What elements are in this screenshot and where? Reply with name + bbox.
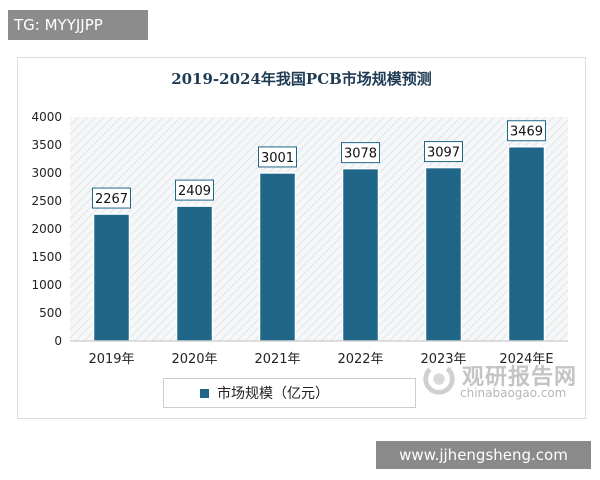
- data-label-box: [175, 179, 214, 201]
- data-label-box: [92, 187, 131, 209]
- watermark-swirl-icon: [423, 363, 455, 395]
- data-label: 3469: [510, 125, 543, 140]
- data-label-box: [258, 146, 297, 168]
- data-label-box: [341, 142, 380, 164]
- chart-legend: 市场规模（亿元）: [163, 378, 416, 408]
- y-tick-label: 0: [54, 334, 62, 348]
- y-tick-label: 3000: [31, 166, 62, 180]
- bar: [258, 172, 297, 342]
- plot-area-background: [70, 117, 568, 341]
- bars: 2267 2409 3001 3078 3097 3469: [92, 120, 546, 342]
- bar: [175, 205, 214, 342]
- x-tick-label: 2024年E: [499, 352, 553, 367]
- y-tick-label: 3500: [31, 138, 62, 152]
- bar: [424, 166, 463, 342]
- bar: [92, 213, 131, 342]
- data-label: 3078: [344, 147, 377, 162]
- y-axis: 0 500 1000 1500 2000 2500 3000 3500 4000: [31, 110, 62, 348]
- data-label-box: [424, 141, 463, 163]
- site-badge: www.jjhengsheng.com: [376, 441, 591, 469]
- data-label: 2409: [178, 184, 211, 199]
- bar: [507, 145, 546, 342]
- bar: [341, 167, 380, 342]
- watermark-name: 观研报告网: [462, 365, 578, 390]
- data-label: 3097: [427, 146, 460, 161]
- legend-label: 市场规模（亿元）: [217, 386, 329, 402]
- x-tick-label: 2019年: [88, 352, 134, 367]
- data-label: 3001: [261, 151, 294, 166]
- x-tick-label: 2020年: [171, 352, 217, 367]
- x-tick-label: 2023年: [420, 352, 466, 367]
- data-label: 2267: [95, 192, 128, 207]
- watermark-url: chinabaogao.com: [460, 386, 567, 400]
- x-tick-label: 2022年: [337, 352, 383, 367]
- y-tick-label: 1000: [31, 278, 62, 292]
- y-tick-label: 500: [39, 306, 62, 320]
- tg-badge: TG: MYYJJPP: [8, 10, 148, 40]
- x-axis: 2019年 2020年 2021年 2022年 2023年 2024年E: [70, 340, 568, 367]
- y-tick-label: 2500: [31, 194, 62, 208]
- y-tick-label: 1500: [31, 250, 62, 264]
- y-tick-label: 4000: [31, 110, 62, 124]
- x-tick-label: 2021年: [254, 352, 300, 367]
- data-label-box: [507, 120, 546, 142]
- y-tick-label: 2000: [31, 222, 62, 236]
- chart-title: 2019-2024年我国PCB市场规模预测: [171, 70, 432, 88]
- legend-swatch: [200, 388, 209, 398]
